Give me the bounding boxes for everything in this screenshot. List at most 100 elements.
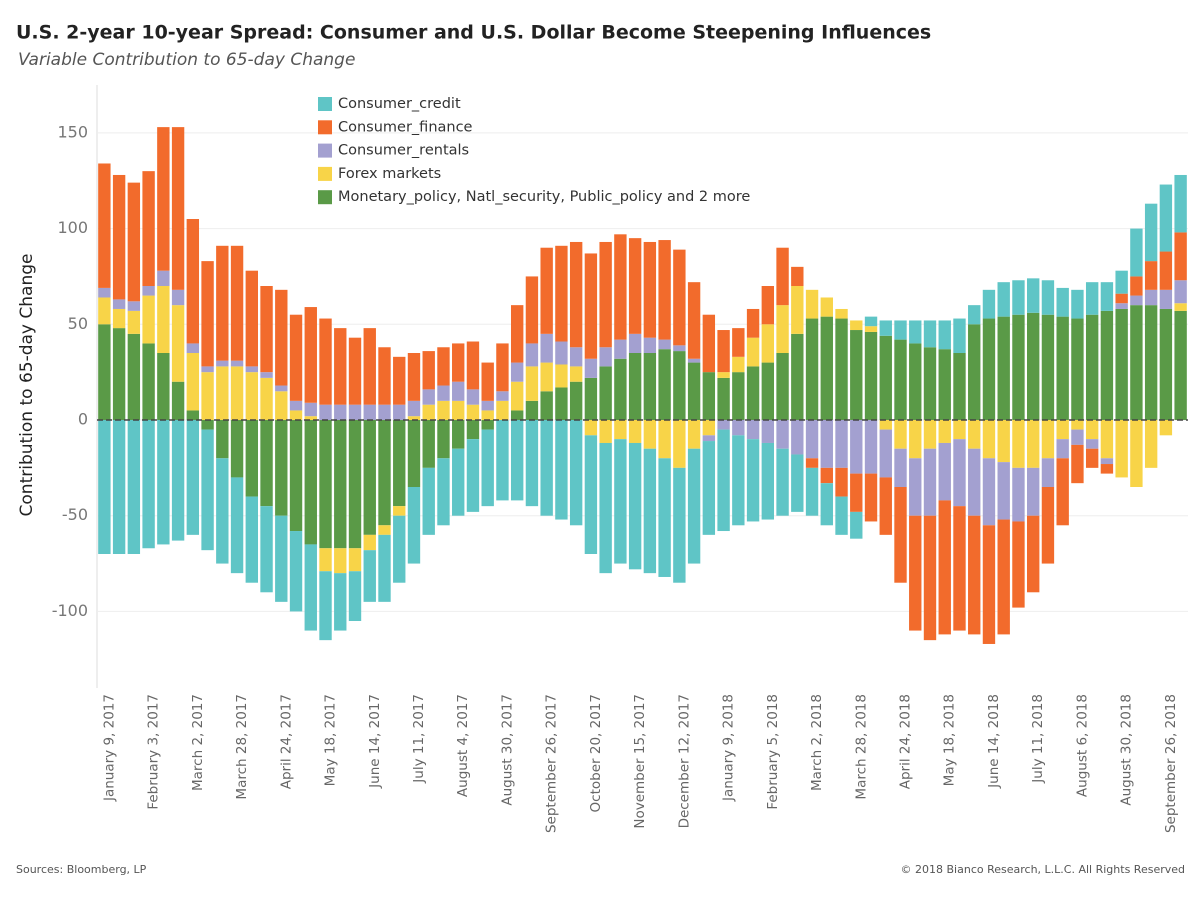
bar-segment <box>393 515 406 583</box>
bar-segment <box>968 420 981 449</box>
bar-segment <box>1085 448 1099 468</box>
bar-segment <box>569 381 583 420</box>
bar-segment <box>1012 314 1025 420</box>
bar-segment <box>466 420 480 440</box>
bar-segment <box>938 420 951 443</box>
bar-segment <box>157 127 170 271</box>
bar-segment <box>673 420 686 468</box>
bar-segment <box>142 295 155 344</box>
bar-segment <box>422 389 435 405</box>
bar-segment <box>407 487 421 564</box>
bar-segment <box>142 171 155 286</box>
bar-segment <box>1071 420 1084 430</box>
bar-segment <box>850 473 863 512</box>
chart-subtitle: Variable Contribution to 65-day Change <box>18 50 355 70</box>
bar-segment <box>1130 276 1143 296</box>
bar-segment <box>702 314 716 373</box>
bar-segment <box>216 366 229 420</box>
bar-segment <box>776 420 789 449</box>
bar-segment <box>909 320 922 344</box>
bar-segment <box>879 429 892 478</box>
bar-segment <box>378 525 391 535</box>
bar-segment <box>363 550 376 602</box>
bar-segment <box>319 404 332 420</box>
bar-segment <box>982 420 996 459</box>
bar-segment <box>496 400 509 420</box>
legend-label: Forex markets <box>338 166 441 182</box>
bar-segment <box>422 467 435 535</box>
bar-segment <box>569 366 583 382</box>
bar-segment <box>157 286 170 353</box>
bar-segment <box>746 337 760 367</box>
bar-segment <box>599 241 612 348</box>
bar-segment <box>835 318 848 420</box>
bar-segment <box>1144 261 1158 290</box>
bar-segment <box>393 506 406 516</box>
bar-segment <box>496 391 509 401</box>
bar-segment <box>171 305 185 382</box>
bar-segment <box>1144 203 1158 262</box>
bar-segment <box>805 458 819 468</box>
bar-segment <box>643 353 657 420</box>
x-tick-label: August 4, 2017 <box>455 694 471 797</box>
legend-swatch <box>318 166 332 181</box>
bar-segment <box>584 253 598 359</box>
x-tick-label: July 11, 2018 <box>1030 694 1046 784</box>
bar-segment <box>997 282 1010 317</box>
bar-segment <box>628 333 642 353</box>
bar-segment <box>746 439 760 522</box>
y-tick-label: 50 <box>68 314 88 333</box>
bar-segment <box>437 400 450 420</box>
bar-segment <box>157 420 170 545</box>
bar-segment <box>186 343 200 353</box>
bar-segment <box>112 328 126 420</box>
bar-segment <box>275 289 288 386</box>
bar-segment <box>879 477 892 535</box>
bar-segment <box>289 410 303 420</box>
x-tick-label: April 24, 2018 <box>898 694 914 789</box>
bar-segment <box>643 420 657 449</box>
bar-segment <box>761 324 775 363</box>
bar-segment <box>304 416 317 420</box>
bar-segment <box>348 404 362 420</box>
bar-segment <box>791 420 804 455</box>
bar-segment <box>761 362 775 420</box>
bar-segment <box>909 515 922 631</box>
bar-segment <box>909 420 922 459</box>
bar-segment <box>982 318 996 420</box>
bar-segment <box>894 487 907 583</box>
bar-segment <box>334 404 347 420</box>
bar-segment <box>1174 280 1187 304</box>
bar-segment <box>186 410 200 420</box>
bar-segment <box>1071 444 1084 484</box>
bar-segment <box>437 458 450 526</box>
bar-segment <box>481 429 494 507</box>
bar-segment <box>127 310 141 334</box>
bar-segment <box>378 420 391 526</box>
bar-segment <box>1027 467 1040 516</box>
bar-segment <box>1085 282 1099 315</box>
bar-segment <box>1041 487 1055 564</box>
bar-segment <box>407 400 421 417</box>
x-tick-label: July 11, 2017 <box>411 694 427 784</box>
bar-segment <box>879 320 892 336</box>
x-tick-label: November 15, 2017 <box>632 694 648 829</box>
bar-segment <box>1027 420 1040 468</box>
bar-segment <box>289 400 303 411</box>
bar-segment <box>599 347 612 367</box>
bar-segment <box>1100 282 1114 311</box>
bar-segment <box>348 571 362 621</box>
bar-segment <box>1085 314 1099 420</box>
bar-segment <box>378 534 391 602</box>
bar-segment <box>112 299 126 309</box>
bar-segment <box>260 506 273 593</box>
bar-segment <box>157 270 170 286</box>
bar-segment <box>393 356 406 405</box>
bar-segment <box>201 429 214 551</box>
bar-segment <box>923 515 937 641</box>
bar-segment <box>761 420 775 443</box>
bar-segment <box>614 358 627 420</box>
bar-segment <box>98 324 111 420</box>
bar-segment <box>393 420 406 507</box>
bar-segment <box>805 289 819 319</box>
